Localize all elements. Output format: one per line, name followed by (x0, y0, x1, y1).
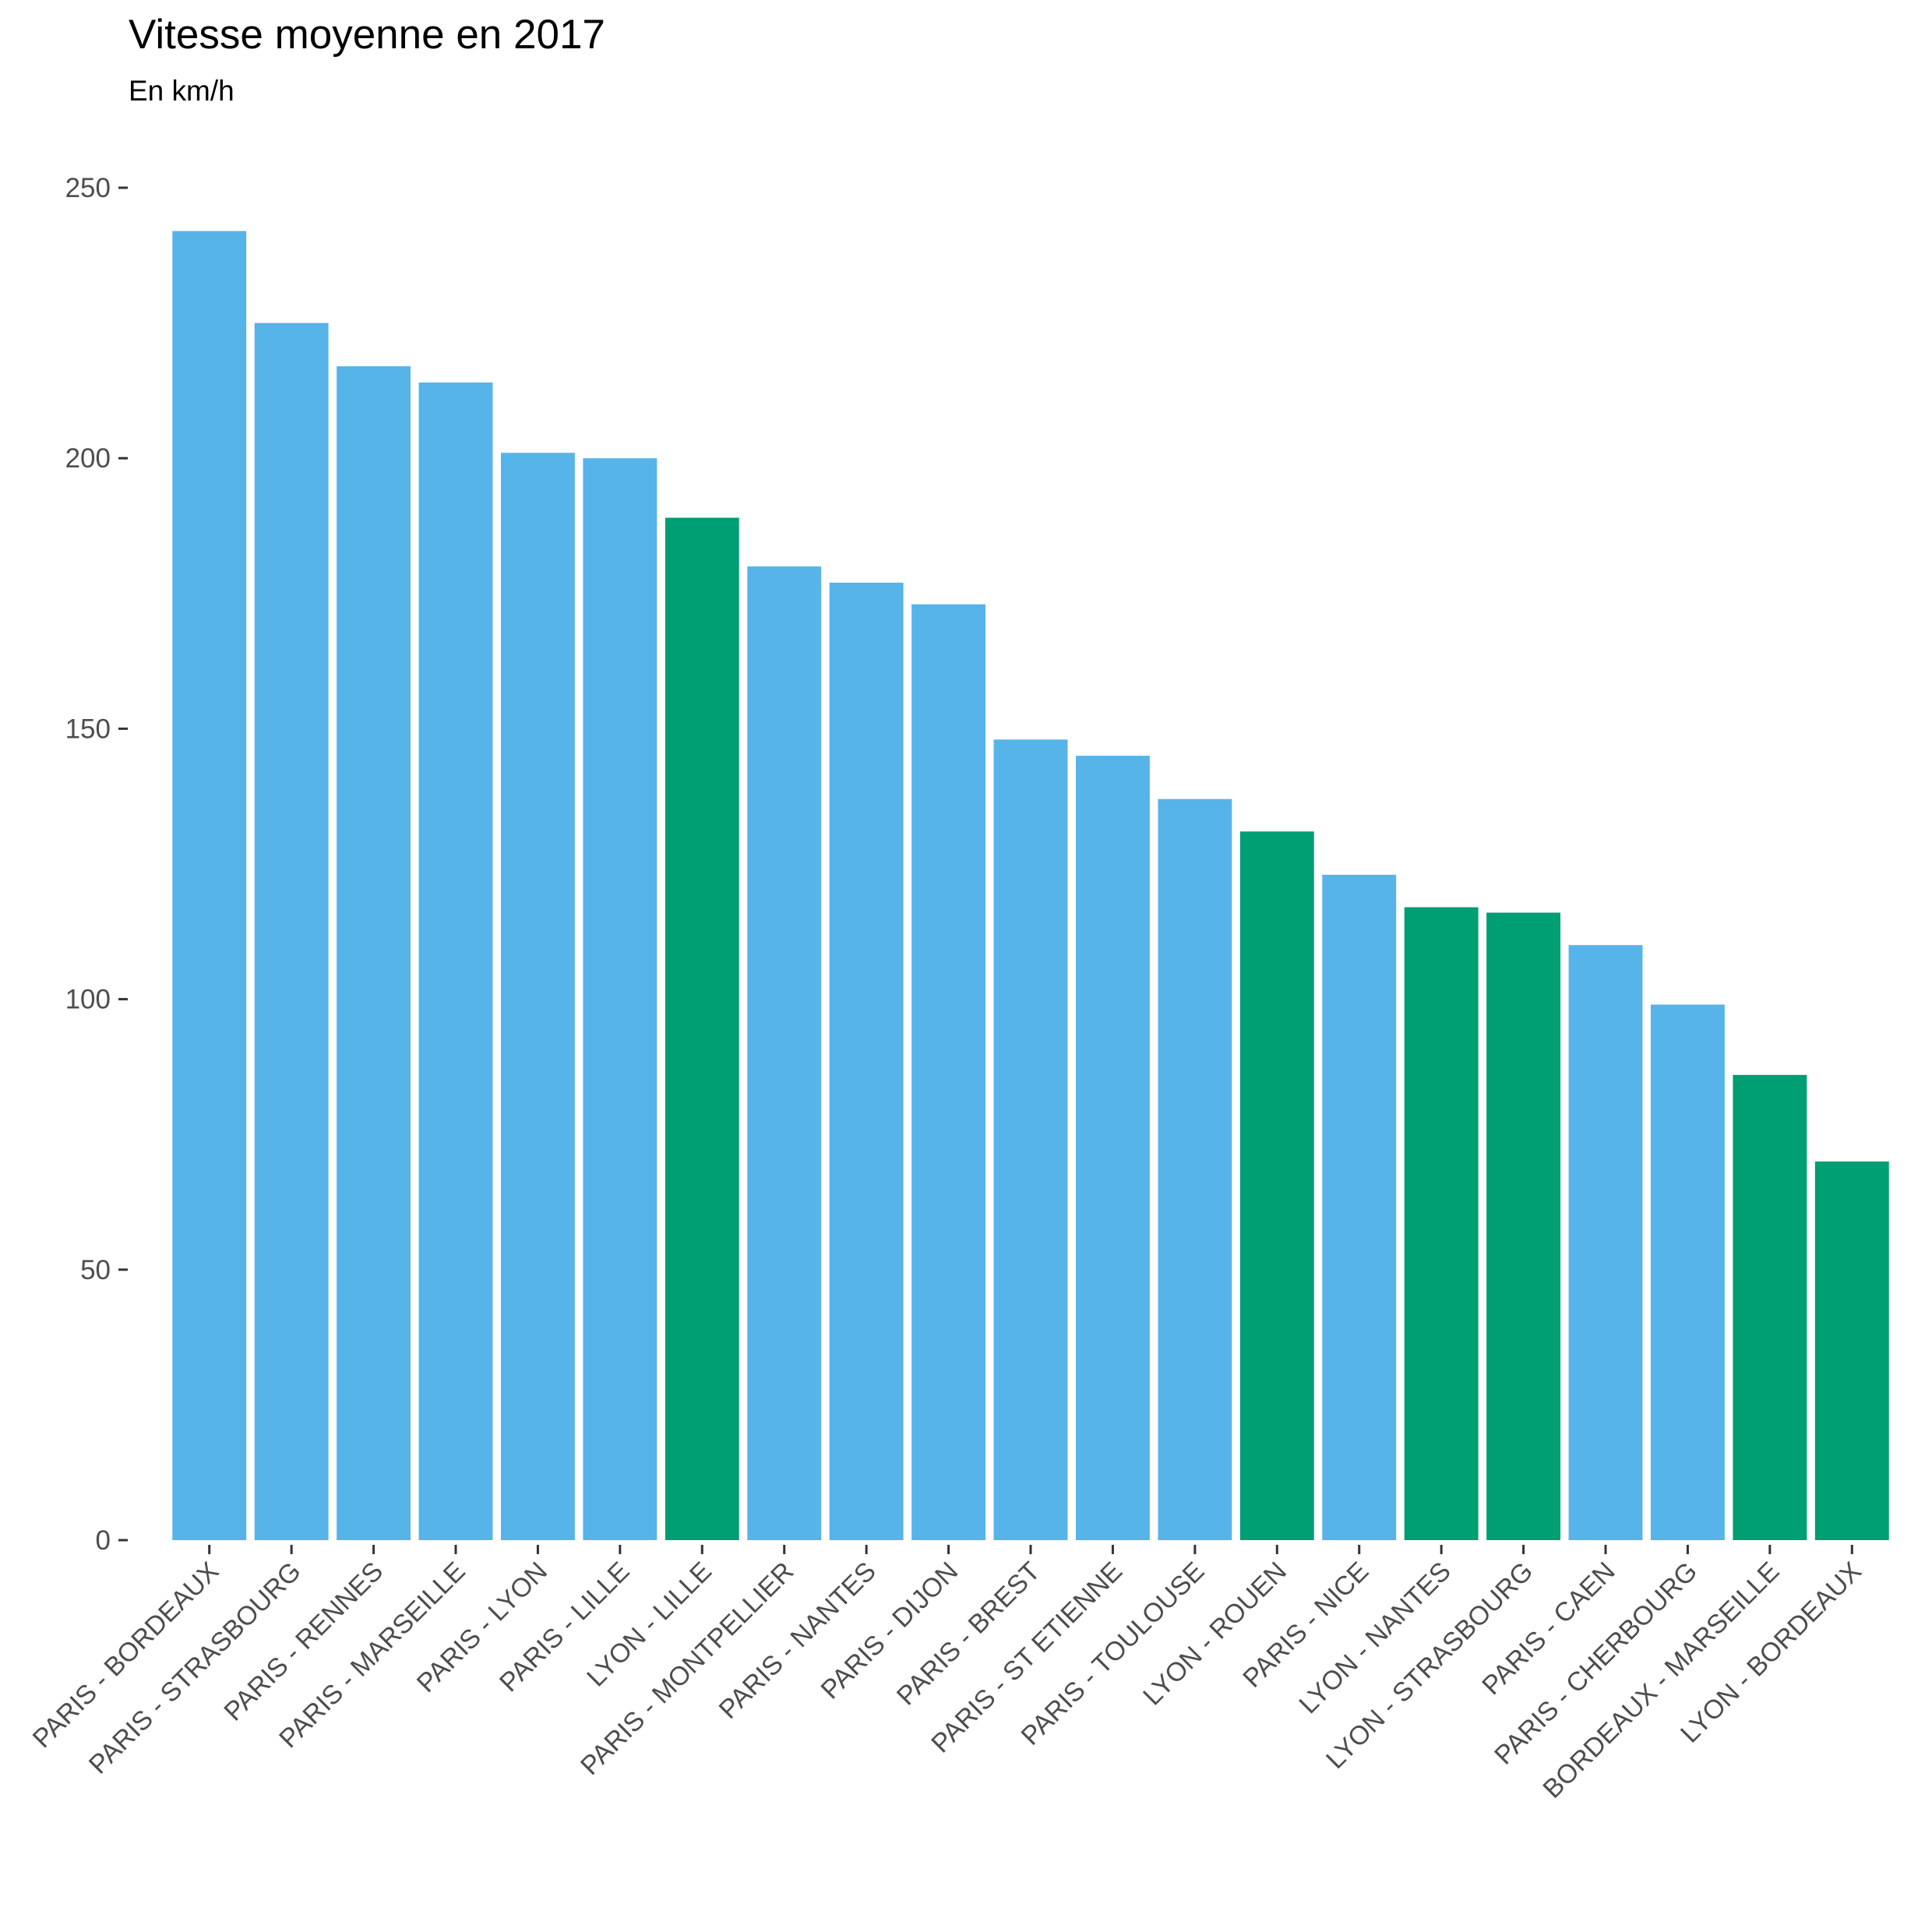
bars (172, 231, 1889, 1541)
bar (1650, 1004, 1725, 1540)
bar (911, 604, 986, 1540)
bar (1239, 831, 1314, 1540)
bar (1158, 799, 1232, 1540)
bar (418, 382, 493, 1540)
y-tick-label: 0 (96, 1525, 111, 1556)
bar (500, 453, 575, 1540)
y-tick-label: 150 (65, 714, 111, 744)
x-tick-label: PARIS - RENNES (218, 1557, 389, 1727)
bar (1733, 1074, 1807, 1540)
bar (1568, 945, 1643, 1540)
y-tick-label: 100 (65, 985, 111, 1015)
bar (1322, 874, 1397, 1540)
bar (1404, 907, 1479, 1540)
x-tick-label: LYON - NANTES (1293, 1557, 1456, 1719)
bar (1814, 1161, 1889, 1540)
y-tick-label: 50 (80, 1255, 111, 1285)
bar (337, 366, 411, 1541)
bar (1075, 756, 1150, 1540)
y-tick-label: 200 (65, 443, 111, 474)
bar (993, 739, 1068, 1540)
y-axis: 0 50 100 150 200 250 (65, 173, 128, 1556)
y-tick-label: 250 (65, 173, 111, 203)
x-tick-label: PARIS - BREST (891, 1557, 1046, 1712)
x-tick-label: LYON - ROUEN (1137, 1557, 1292, 1712)
bar (665, 517, 739, 1540)
chart-title: Vitesse moyenne en 2017 (129, 12, 605, 58)
x-tick-label: PARIS - NANTES (714, 1557, 882, 1725)
bar (747, 566, 822, 1540)
bar (829, 582, 904, 1540)
bar (254, 323, 329, 1541)
bar (583, 458, 658, 1541)
bar (1486, 912, 1561, 1540)
chart-subtitle: En km/h (129, 75, 234, 107)
bar (172, 231, 247, 1540)
